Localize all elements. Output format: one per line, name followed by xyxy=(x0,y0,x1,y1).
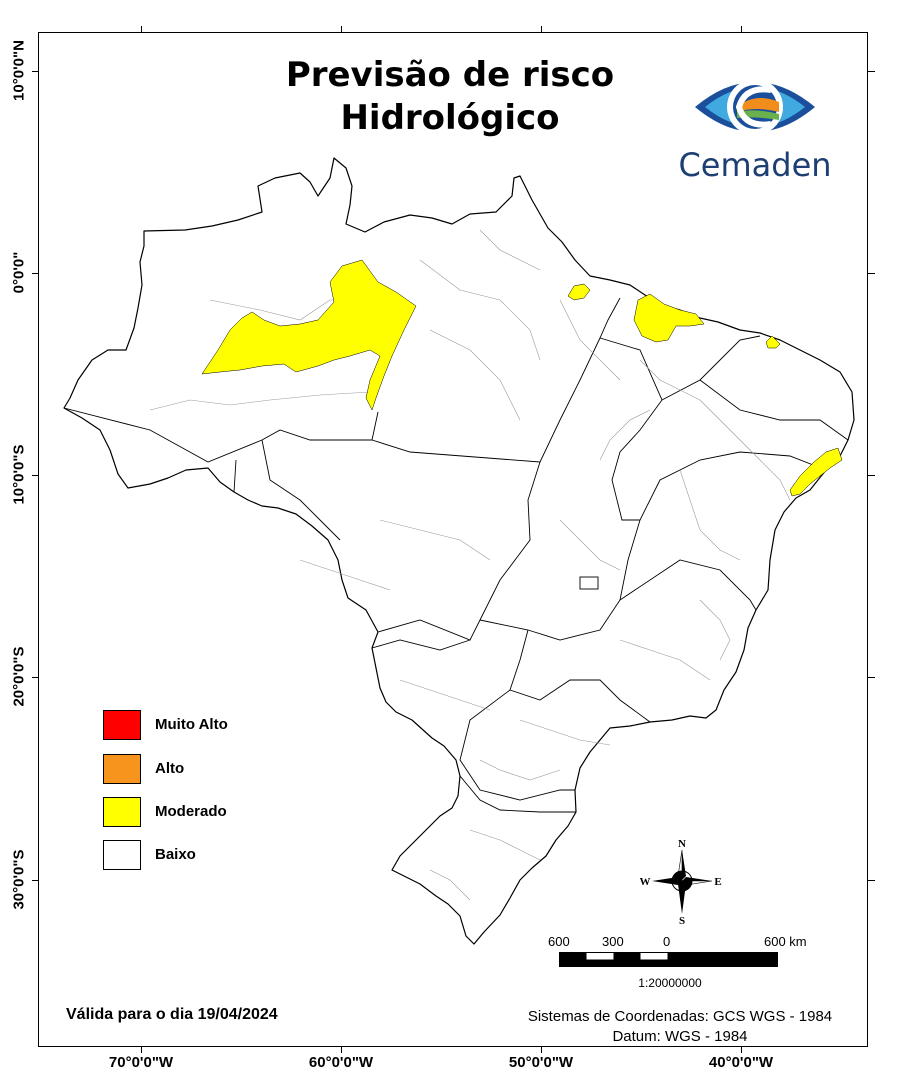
legend-swatch-muito-alto xyxy=(103,710,141,740)
compass-w-label: W xyxy=(640,876,651,888)
tick-top-40w xyxy=(741,26,742,33)
scale-label-0: 0 xyxy=(663,934,671,949)
lon-label-60w: 60°0'0"W xyxy=(308,1054,374,1071)
state-borders xyxy=(63,297,849,813)
legend-item-muito-alto: Muito Alto xyxy=(103,710,273,742)
compass-rose-icon: N S W E xyxy=(640,838,722,927)
legend-swatch-alto xyxy=(103,754,141,784)
tick-left-20s xyxy=(32,677,39,678)
legend-swatch-baixo xyxy=(103,840,141,870)
tick-right-10n xyxy=(868,71,875,72)
tick-left-0 xyxy=(32,273,39,274)
tick-left-30s xyxy=(32,880,39,881)
compass-n-label: N xyxy=(678,838,686,850)
tick-top-60w xyxy=(341,26,342,33)
tick-top-50w xyxy=(541,26,542,33)
tick-right-30s xyxy=(868,880,875,881)
moderate-area-amazonas xyxy=(201,259,417,411)
legend-swatch-moderado xyxy=(103,797,141,827)
legend-item-alto: Alto xyxy=(103,754,273,786)
moderate-area-amapa xyxy=(567,283,591,301)
cemaden-logo-text: Cemaden xyxy=(678,146,832,184)
scale-bar xyxy=(559,952,778,967)
tick-bottom-60w xyxy=(341,1046,342,1053)
compass-s-label: S xyxy=(679,915,685,927)
moderate-area-east-coast xyxy=(789,447,843,497)
map-title-line2: Hidrológico xyxy=(340,98,560,138)
lon-label-50w: 50°0'0"W xyxy=(508,1054,574,1071)
validity-date: Válida para o dia 19/04/2024 xyxy=(66,1006,278,1023)
legend-item-moderado: Moderado xyxy=(103,797,273,829)
moderate-area-ceara xyxy=(765,335,781,349)
legend-label-muito-alto: Muito Alto xyxy=(155,716,228,733)
moderate-risk-areas xyxy=(201,259,843,497)
cemaden-eye-icon xyxy=(695,79,815,135)
map-title-line1: Previsão de risco xyxy=(285,55,615,95)
legend-label-baixo: Baixo xyxy=(155,846,196,863)
cemaden-logo: Cemaden xyxy=(675,62,835,187)
scale-ratio: 1:20000000 xyxy=(638,976,702,990)
tick-left-10s xyxy=(32,475,39,476)
coordinate-system: Sistemas de Coordenadas: GCS WGS - 1984 xyxy=(527,1008,833,1025)
lon-label-40w: 40°0'0"W xyxy=(708,1054,774,1071)
tick-top-70w xyxy=(141,26,142,33)
datum: Datum: WGS - 1984 xyxy=(612,1028,748,1045)
compass-e-label: E xyxy=(714,876,721,888)
tick-bottom-70w xyxy=(141,1046,142,1053)
scale-label-600-left: 600 xyxy=(548,934,570,949)
legend-label-moderado: Moderado xyxy=(155,803,227,820)
moderate-area-maranhao xyxy=(633,293,705,343)
scale-label-300: 300 xyxy=(602,934,624,949)
tick-bottom-50w xyxy=(541,1046,542,1053)
federal-district xyxy=(579,576,599,590)
legend-item-baixo: Baixo xyxy=(103,840,273,872)
tick-right-0 xyxy=(868,273,875,274)
tick-right-10s xyxy=(868,475,875,476)
legend-label-alto: Alto xyxy=(155,760,185,777)
tick-left-10n xyxy=(32,71,39,72)
lon-label-70w: 70°0'0"W xyxy=(108,1054,174,1071)
region-borders xyxy=(149,229,791,901)
tick-right-20s xyxy=(868,677,875,678)
scale-label-600-km: 600 km xyxy=(764,934,807,949)
tick-bottom-40w xyxy=(741,1046,742,1053)
